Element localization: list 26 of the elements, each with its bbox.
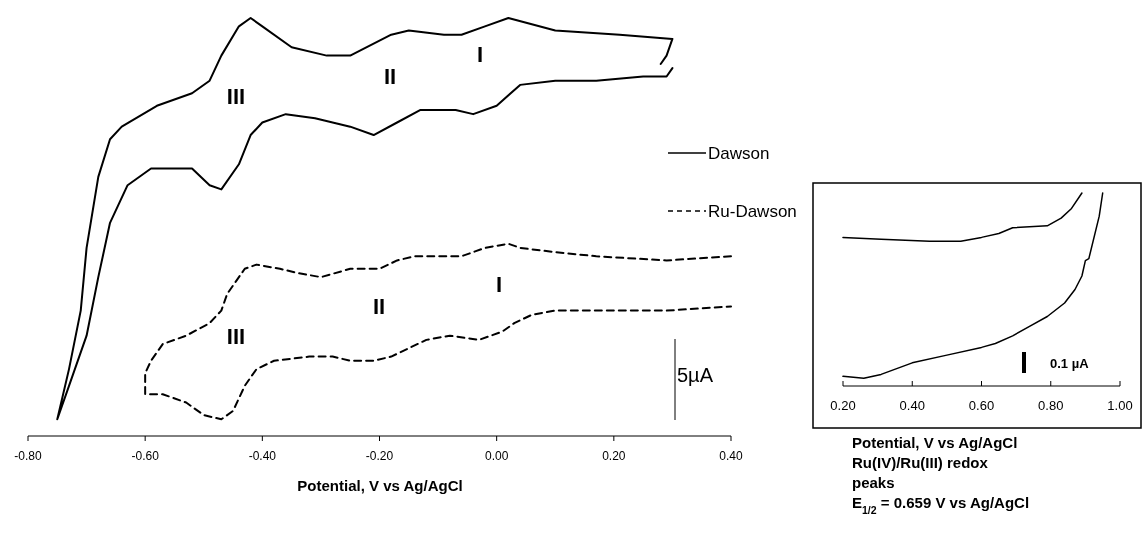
x-tick-label: 1.00 bbox=[1107, 398, 1133, 413]
legend-label: Dawson bbox=[708, 144, 770, 163]
annotation: 5µA bbox=[677, 364, 714, 386]
x-tick-label: 0.40 bbox=[719, 449, 743, 463]
x-tick-label: -0.60 bbox=[131, 449, 160, 463]
x-axis-title: Potential, V vs Ag/AgCl bbox=[297, 477, 463, 494]
annotation: 0.1 µA bbox=[1050, 356, 1090, 371]
x-tick-label: 0.20 bbox=[602, 449, 626, 463]
x-tick-label: 0.20 bbox=[830, 398, 856, 413]
x-axis-title: Potential, V vs Ag/AgCl bbox=[852, 434, 1018, 451]
annotation: I bbox=[495, 271, 503, 297]
annotation: III bbox=[226, 83, 246, 109]
annotation: II bbox=[383, 63, 397, 89]
x-tick-label: 0.00 bbox=[484, 449, 509, 463]
legend-label: Ru-Dawson bbox=[708, 202, 797, 221]
annotation: III bbox=[226, 323, 246, 349]
x-tick-label: 0.40 bbox=[899, 398, 925, 413]
x-tick-label: 0.80 bbox=[1038, 398, 1064, 413]
x-tick-label: -0.80 bbox=[14, 449, 42, 463]
text: E$_{1/2}$ = 0.659 V vs Ag/AgCl bbox=[852, 494, 1030, 516]
x-tick-label: -0.20 bbox=[365, 449, 394, 463]
annotation: I bbox=[476, 41, 484, 67]
annotation: II bbox=[372, 293, 386, 319]
x-tick-label: 0.60 bbox=[968, 398, 995, 413]
x-tick-label: -0.40 bbox=[248, 449, 277, 463]
text: Ru(IV)/Ru(III) redox peaks bbox=[852, 454, 989, 491]
